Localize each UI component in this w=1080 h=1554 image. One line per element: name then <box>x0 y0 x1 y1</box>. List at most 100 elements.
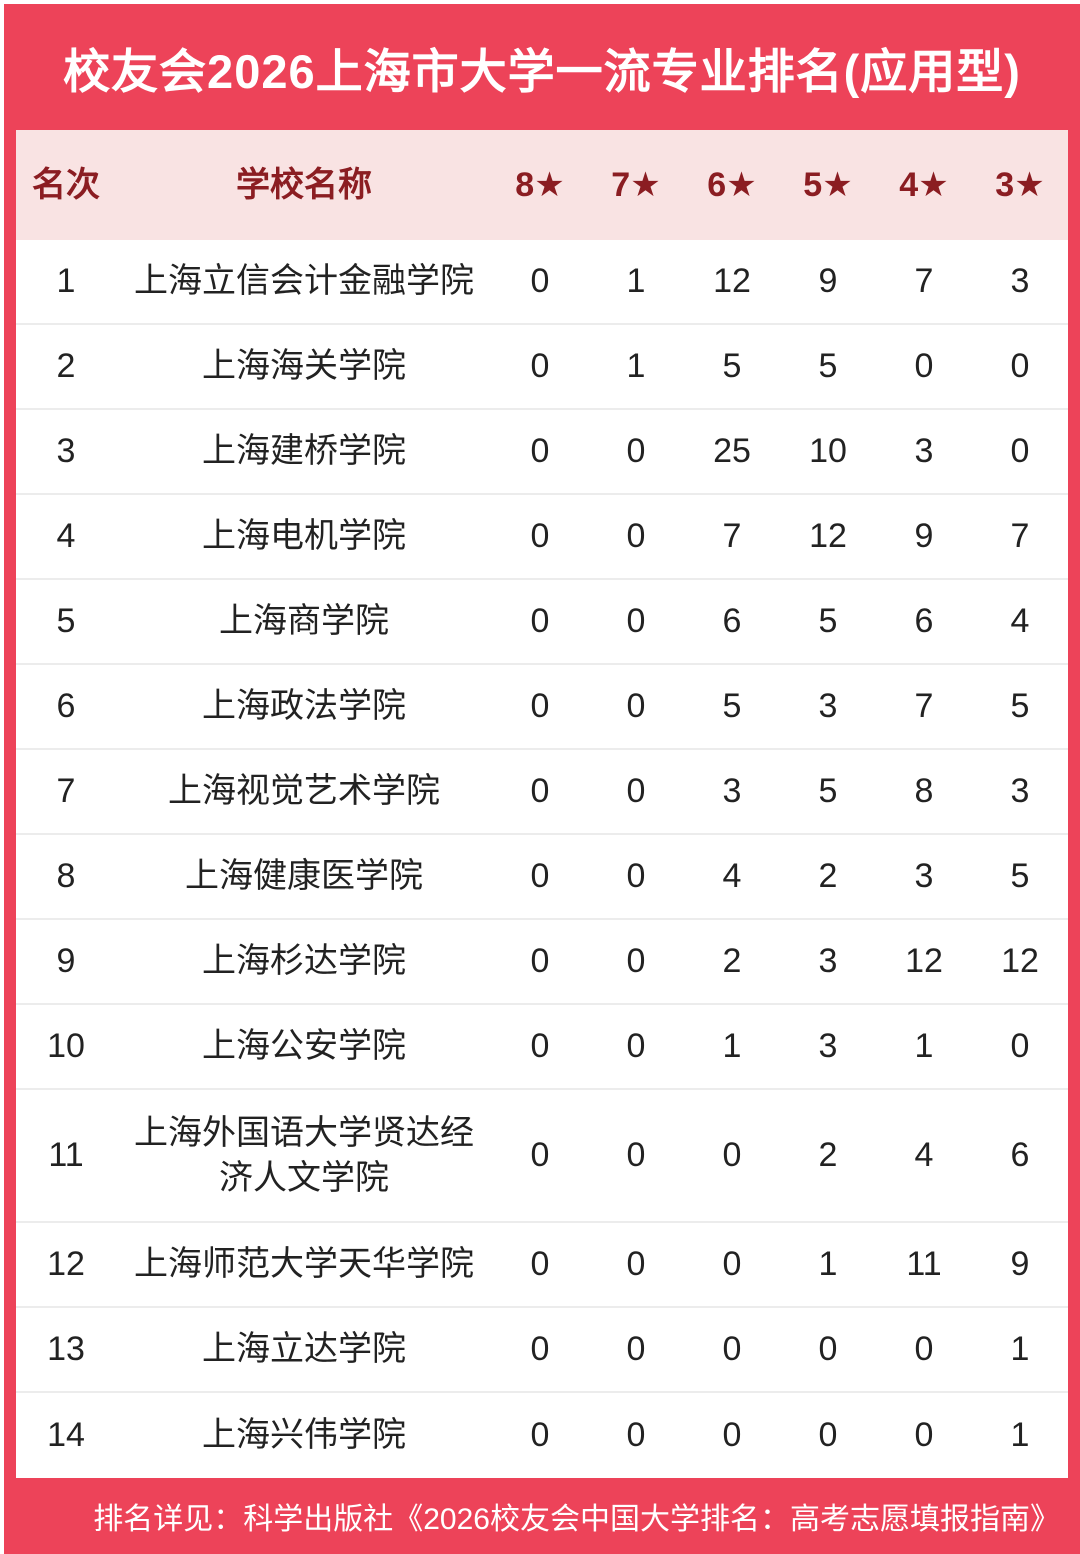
star-value-cell: 0 <box>626 517 646 556</box>
header-star-7: 7★ <box>611 165 661 204</box>
school-cell: 上海商学院 <box>219 602 389 641</box>
table-row: 9 上海杉达学院 0 0 2 3 12 12 <box>16 920 1068 1005</box>
star-value-cell: 3 <box>914 432 934 471</box>
star-value-cell: 4 <box>1010 602 1030 641</box>
rank-cell: 11 <box>48 1136 84 1175</box>
star-value-cell: 12 <box>713 262 751 301</box>
star-value-cell: 0 <box>530 517 550 556</box>
page-title: 校友会2026上海市大学一流专业排名(应用型) <box>63 44 1021 98</box>
star-value-cell: 0 <box>1010 347 1030 386</box>
star-value-cell: 1 <box>722 1027 742 1066</box>
school-cell: 上海外国语大学贤达经济人文学院 <box>134 1114 474 1197</box>
star-value-cell: 0 <box>530 687 550 726</box>
footer-band: 排名详见：科学出版社《2026校友会中国大学排名：高考志愿填报指南》 <box>4 1478 1080 1554</box>
star-value-cell: 5 <box>818 602 838 641</box>
ranking-table: 名次 学校名称 8★ 7★ 6★ 5★ 4★ 3★ 1 上海立信会计金融学院 0… <box>16 130 1068 1478</box>
header-star-5: 5★ <box>803 165 853 204</box>
star-value-cell: 0 <box>530 772 550 811</box>
star-value-cell: 4 <box>914 1136 934 1175</box>
table-row: 10 上海公安学院 0 0 1 3 1 0 <box>16 1005 1068 1090</box>
star-value-cell: 0 <box>818 1416 838 1455</box>
star-value-cell: 0 <box>626 1416 646 1455</box>
rank-cell: 5 <box>56 602 76 641</box>
rank-cell: 13 <box>47 1330 85 1369</box>
star-value-cell: 5 <box>722 347 742 386</box>
school-cell: 上海视觉艺术学院 <box>168 772 440 811</box>
star-value-cell: 3 <box>818 942 838 981</box>
header-star-8: 8★ <box>515 165 565 204</box>
star-value-cell: 3 <box>1010 262 1030 301</box>
school-cell: 上海海关学院 <box>202 347 406 386</box>
table-row: 7 上海视觉艺术学院 0 0 3 5 8 3 <box>16 750 1068 835</box>
table-row: 8 上海健康医学院 0 0 4 2 3 5 <box>16 835 1068 920</box>
star-value-cell: 2 <box>818 857 838 896</box>
star-value-cell: 9 <box>1010 1245 1030 1284</box>
star-value-cell: 0 <box>818 1330 838 1369</box>
table-body: 1 上海立信会计金融学院 0 1 12 9 7 3 2 上海海关学院 0 1 5… <box>16 240 1068 1478</box>
star-value-cell: 0 <box>530 1245 550 1284</box>
star-value-cell: 0 <box>626 1330 646 1369</box>
star-value-cell: 4 <box>722 857 742 896</box>
table-row: 6 上海政法学院 0 0 5 3 7 5 <box>16 665 1068 750</box>
star-value-cell: 2 <box>722 942 742 981</box>
school-cell: 上海健康医学院 <box>185 857 423 896</box>
table-row: 5 上海商学院 0 0 6 5 6 4 <box>16 580 1068 665</box>
star-value-cell: 0 <box>626 772 646 811</box>
rank-cell: 4 <box>56 517 76 556</box>
title-band: 校友会2026上海市大学一流专业排名(应用型) <box>4 4 1080 130</box>
table-row: 11 上海外国语大学贤达经济人文学院 0 0 0 2 4 6 <box>16 1090 1068 1223</box>
header-star-6: 6★ <box>707 165 757 204</box>
star-value-cell: 9 <box>818 262 838 301</box>
star-value-cell: 0 <box>626 1136 646 1175</box>
table-row: 2 上海海关学院 0 1 5 5 0 0 <box>16 325 1068 410</box>
header-school: 学校名称 <box>236 165 372 204</box>
star-value-cell: 0 <box>626 602 646 641</box>
school-cell: 上海立信会计金融学院 <box>134 262 474 301</box>
star-value-cell: 7 <box>1010 517 1030 556</box>
star-value-cell: 12 <box>1001 942 1039 981</box>
star-value-cell: 5 <box>818 772 838 811</box>
star-value-cell: 3 <box>818 1027 838 1066</box>
star-value-cell: 0 <box>626 687 646 726</box>
rank-cell: 7 <box>56 772 76 811</box>
star-value-cell: 0 <box>626 857 646 896</box>
header-star-3: 3★ <box>995 165 1045 204</box>
star-value-cell: 1 <box>1010 1330 1030 1369</box>
star-value-cell: 1 <box>914 1027 934 1066</box>
star-value-cell: 0 <box>626 432 646 471</box>
table-header-row: 名次 学校名称 8★ 7★ 6★ 5★ 4★ 3★ <box>16 130 1068 240</box>
rank-cell: 3 <box>56 432 76 471</box>
school-cell: 上海师范大学天华学院 <box>134 1245 474 1284</box>
header-star-4: 4★ <box>899 165 949 204</box>
star-value-cell: 6 <box>722 602 742 641</box>
school-cell: 上海兴伟学院 <box>202 1416 406 1455</box>
star-value-cell: 0 <box>530 1330 550 1369</box>
table-row: 1 上海立信会计金融学院 0 1 12 9 7 3 <box>16 240 1068 325</box>
school-cell: 上海政法学院 <box>202 687 406 726</box>
rank-cell: 6 <box>56 687 76 726</box>
star-value-cell: 0 <box>530 1416 550 1455</box>
table-row: 14 上海兴伟学院 0 0 0 0 0 1 <box>16 1393 1068 1478</box>
school-cell: 上海公安学院 <box>202 1027 406 1066</box>
star-value-cell: 0 <box>1010 1027 1030 1066</box>
star-value-cell: 0 <box>722 1416 742 1455</box>
star-value-cell: 3 <box>1010 772 1030 811</box>
rank-cell: 1 <box>56 262 76 301</box>
table-row: 3 上海建桥学院 0 0 25 10 3 0 <box>16 410 1068 495</box>
star-value-cell: 0 <box>722 1136 742 1175</box>
star-value-cell: 12 <box>809 517 847 556</box>
star-value-cell: 1 <box>818 1245 838 1284</box>
star-value-cell: 7 <box>722 517 742 556</box>
star-value-cell: 0 <box>530 1027 550 1066</box>
header-rank: 名次 <box>32 165 100 204</box>
rank-cell: 2 <box>56 347 76 386</box>
star-value-cell: 10 <box>809 432 847 471</box>
star-value-cell: 2 <box>818 1136 838 1175</box>
star-value-cell: 12 <box>905 942 943 981</box>
star-value-cell: 25 <box>713 432 751 471</box>
star-value-cell: 5 <box>1010 857 1030 896</box>
star-value-cell: 1 <box>1010 1416 1030 1455</box>
star-value-cell: 0 <box>530 857 550 896</box>
star-value-cell: 6 <box>1010 1136 1030 1175</box>
star-value-cell: 6 <box>914 602 934 641</box>
